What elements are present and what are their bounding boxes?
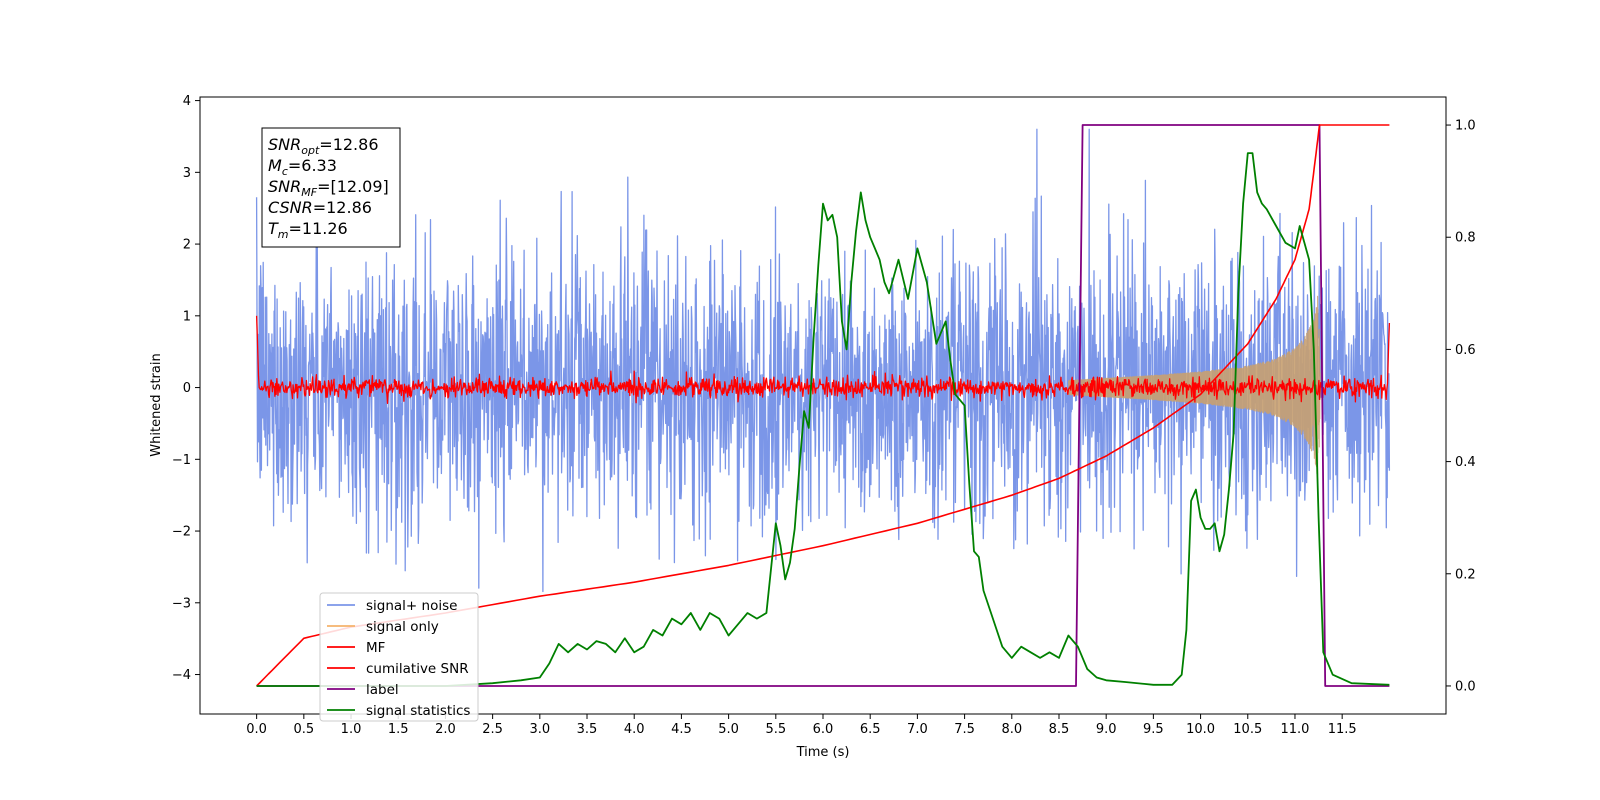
mf-line [255,315,1391,404]
x-tick-label: 10.0 [1186,722,1215,737]
x-tick-label: 11.5 [1328,722,1357,737]
y-tick-label: 1 [183,309,191,324]
y2-tick-label: 1.0 [1455,119,1476,134]
y-tick-label: −3 [172,596,191,611]
info-line: Mc=6.33 [268,156,337,178]
x-tick-label: 1.5 [388,722,409,737]
x-tick-label: 2.5 [482,722,503,737]
y2-tick-label: 0.4 [1455,455,1476,470]
y-tick-label: 2 [183,238,191,253]
legend-entry: signal statistics [366,703,470,719]
x-tick-label: 5.0 [718,722,739,737]
x-axis-label: Time (s) [796,745,850,760]
y2-tick-label: 0.6 [1455,343,1476,358]
mf-series [255,315,1391,404]
x-tick-label: 10.5 [1233,722,1262,737]
x-tick-label: 0.0 [246,722,267,737]
x-tick-label: 4.0 [624,722,645,737]
signal-statistics-series [256,152,1390,687]
legend-entry: signal+ noise [366,598,457,614]
y-axis-label: Whitened strain [149,353,164,456]
y-tick-label: −4 [172,668,191,683]
x-tick-label: 4.5 [671,722,692,737]
x-tick-label: 8.0 [1001,722,1022,737]
y-tick-label: −1 [172,453,191,468]
x-tick-label: 0.5 [293,722,314,737]
x-tick-label: 2.0 [435,722,456,737]
x-tick-label: 8.5 [1049,722,1070,737]
x-tick-label: 9.0 [1096,722,1117,737]
x-tick-label: 6.0 [813,722,834,737]
info-line: SNRMF=[12.09] [268,177,389,199]
signal-noise-line [255,128,1391,593]
signal-noise-series [255,128,1391,593]
label-line [256,124,1390,687]
x-tick-label: 3.0 [529,722,550,737]
y2-tick-label: 0.8 [1455,231,1476,246]
info-box: SNRopt=12.86Mc=6.33SNRMF=[12.09]CSNR=12.… [261,127,401,248]
y2-tick-label: 0.2 [1455,567,1476,582]
legend-entry: signal only [366,619,439,635]
x-tick-label: 7.0 [907,722,928,737]
x-tick-label: 5.5 [765,722,786,737]
x-tick-label: 6.5 [860,722,881,737]
x-tick-label: 7.5 [954,722,975,737]
x-tick-label: 11.0 [1280,722,1309,737]
legend: signal+ noise signal only MF cumilative SNR… [319,592,479,722]
legend-entry: label [366,682,399,698]
signal-statistics-line [256,152,1390,687]
y-tick-label: 4 [183,94,191,109]
x-tick-label: 1.0 [341,722,362,737]
y-axis-ticks: 4 3 2 1 0 −1 −2 −3 −4 [172,94,200,683]
legend-entry: MF [366,640,385,656]
legend-entry: cumilative SNR [366,661,469,677]
info-line: SNRopt=12.86 [268,135,379,157]
info-line: Tm=11.26 [268,219,348,241]
x-tick-label: 3.5 [577,722,598,737]
x-axis-ticks: 0.0 0.5 1.0 1.5 2.0 2.5 3.0 3.5 4.0 4.5 5.0 5.5 6.0 6… [246,714,1357,737]
label-series [256,124,1390,687]
y-tick-label: 0 [183,381,191,396]
x-tick-label: 9.5 [1143,722,1164,737]
info-line: CSNR=12.86 [268,198,372,217]
y-tick-label: −2 [172,525,191,540]
y2-tick-label: 0.0 [1455,679,1476,694]
y2-axis-ticks: 1.0 0.8 0.6 0.4 0.2 0.0 [1446,119,1476,694]
y-tick-label: 3 [183,166,191,181]
